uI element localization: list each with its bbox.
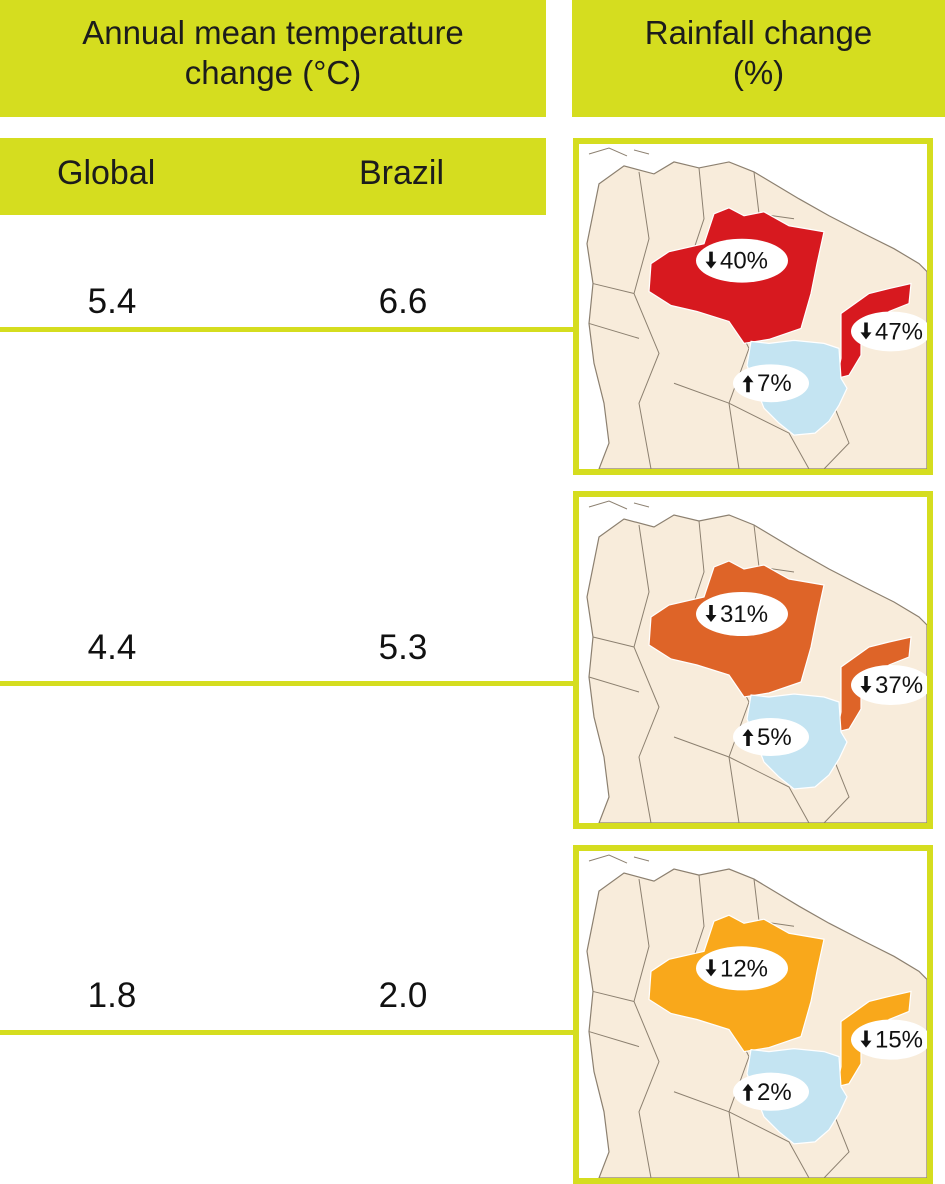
label-text: 31% [720,601,768,628]
label-bubble [733,1072,809,1111]
label-bubble [851,311,927,352]
northeast-rainfall-label: 15% [851,1019,927,1060]
down-arrow-icon [860,322,872,340]
label-bubble [733,364,809,403]
coastline [588,854,650,864]
label-text: 2% [757,1079,792,1106]
label-text: 40% [720,248,768,275]
down-arrow-icon [860,1030,872,1048]
row-separator-1 [0,327,573,332]
amazon-rainfall-label: 40% [696,238,788,283]
northeast-rainfall-label: 47% [851,311,927,352]
country-border [633,171,660,469]
rainfall-map-row1: 40% 47% 7% [573,138,933,475]
subheader-bar: Global Brazil [0,138,546,215]
temperature-header: Annual mean temperature change (°C) [0,0,546,117]
rainfall-title-line1: Rainfall change [644,13,873,51]
south-america-map: 40% 47% 7% [586,147,927,469]
label-bubble [851,665,927,705]
rainfall-map-row3: 12% 15% 2% [573,845,933,1184]
up-arrow-icon [742,729,754,746]
country-border [673,1091,810,1178]
temperature-title-line1: Annual mean temperature [82,13,464,51]
southeast-rainfall-label: 2% [733,1072,809,1111]
row-separator-3 [0,1030,573,1035]
brazil-value-row2: 5.3 [378,628,428,667]
global-value-row1: 5.4 [87,282,137,321]
label-bubble [696,238,788,283]
amazon-rainfall-label: 12% [696,946,788,991]
down-arrow-icon [705,251,717,269]
rainfall-map-row2: 31% 37% 5% [573,491,933,829]
label-text: 47% [875,318,923,345]
label-text: 37% [875,672,923,699]
label-bubble [696,592,788,636]
up-arrow-icon [742,375,754,393]
rainfall-title-line2: (%) [732,53,785,91]
label-bubble [696,946,788,991]
brazil-value-row1: 6.6 [378,282,428,321]
brazil-value-row3: 2.0 [378,976,428,1015]
row-separator-2 [0,681,573,686]
down-arrow-icon [705,959,717,977]
country-border [633,524,660,823]
south-america-map: 31% 37% 5% [586,500,927,823]
amazon-rainfall-label: 31% [696,592,788,636]
country-border [673,382,810,469]
southeast-rainfall-label: 7% [733,364,809,403]
rainfall-header: Rainfall change (%) [572,0,945,117]
global-value-row3: 1.8 [87,976,137,1015]
country-border [588,990,640,1048]
southeast-rainfall-label: 5% [733,718,809,756]
label-text: 7% [757,370,792,397]
country-border [588,283,640,339]
country-border [633,879,660,1178]
coastline [588,500,650,510]
label-text: 5% [757,724,792,751]
down-arrow-icon [705,605,717,622]
northeast-rainfall-label: 37% [851,665,927,705]
coastline [588,147,650,157]
country-border [673,736,810,823]
down-arrow-icon [860,676,872,693]
label-bubble [733,718,809,756]
global-value-row2: 4.4 [87,628,137,667]
brazil-column-label: Brazil [359,154,445,192]
country-border [588,636,640,693]
temperature-title-line2: change (°C) [184,53,362,91]
up-arrow-icon [742,1083,754,1101]
south-america-map: 12% 15% 2% [586,854,927,1178]
label-text: 12% [720,955,768,982]
label-text: 15% [875,1027,923,1054]
label-bubble [851,1019,927,1060]
global-column-label: Global [57,154,156,192]
